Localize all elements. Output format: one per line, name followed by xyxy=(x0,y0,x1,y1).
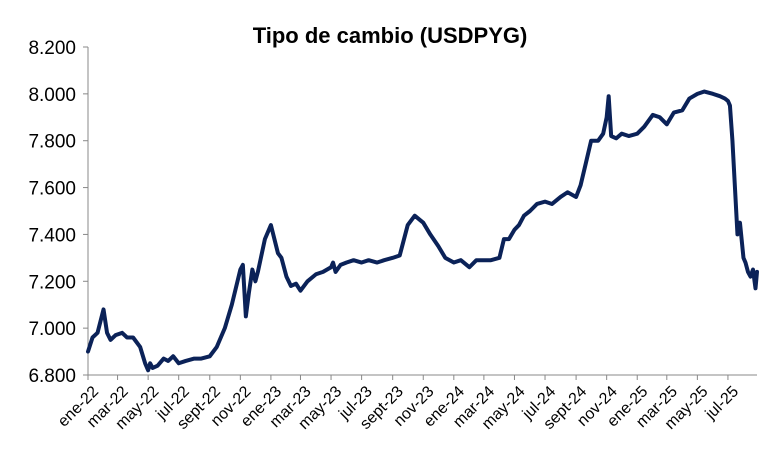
y-tick-label: 8.200 xyxy=(28,38,76,59)
y-tick-label: 6.800 xyxy=(28,366,76,387)
y-tick-label: 7.800 xyxy=(28,132,76,153)
y-axis: 6.800 7.000 7.200 7.400 7.600 7.800 8.000 8.200 xyxy=(28,38,89,387)
chart-title: Tipo de cambio (USDPYG) xyxy=(253,23,528,48)
y-tick-label: 7.600 xyxy=(28,179,76,200)
y-tick-label: 7.200 xyxy=(28,272,76,293)
y-tick-label: 8.000 xyxy=(28,85,76,106)
series-line-0 xyxy=(86,89,759,373)
x-tick-label: jul-25 xyxy=(702,383,742,423)
y-tick-label: 7.000 xyxy=(28,319,76,340)
plot-area xyxy=(86,89,759,373)
y-tick-label: 7.400 xyxy=(28,225,76,246)
x-axis: ene-22mar-22may-22jul-22sept-22nov-22ene… xyxy=(55,374,757,433)
